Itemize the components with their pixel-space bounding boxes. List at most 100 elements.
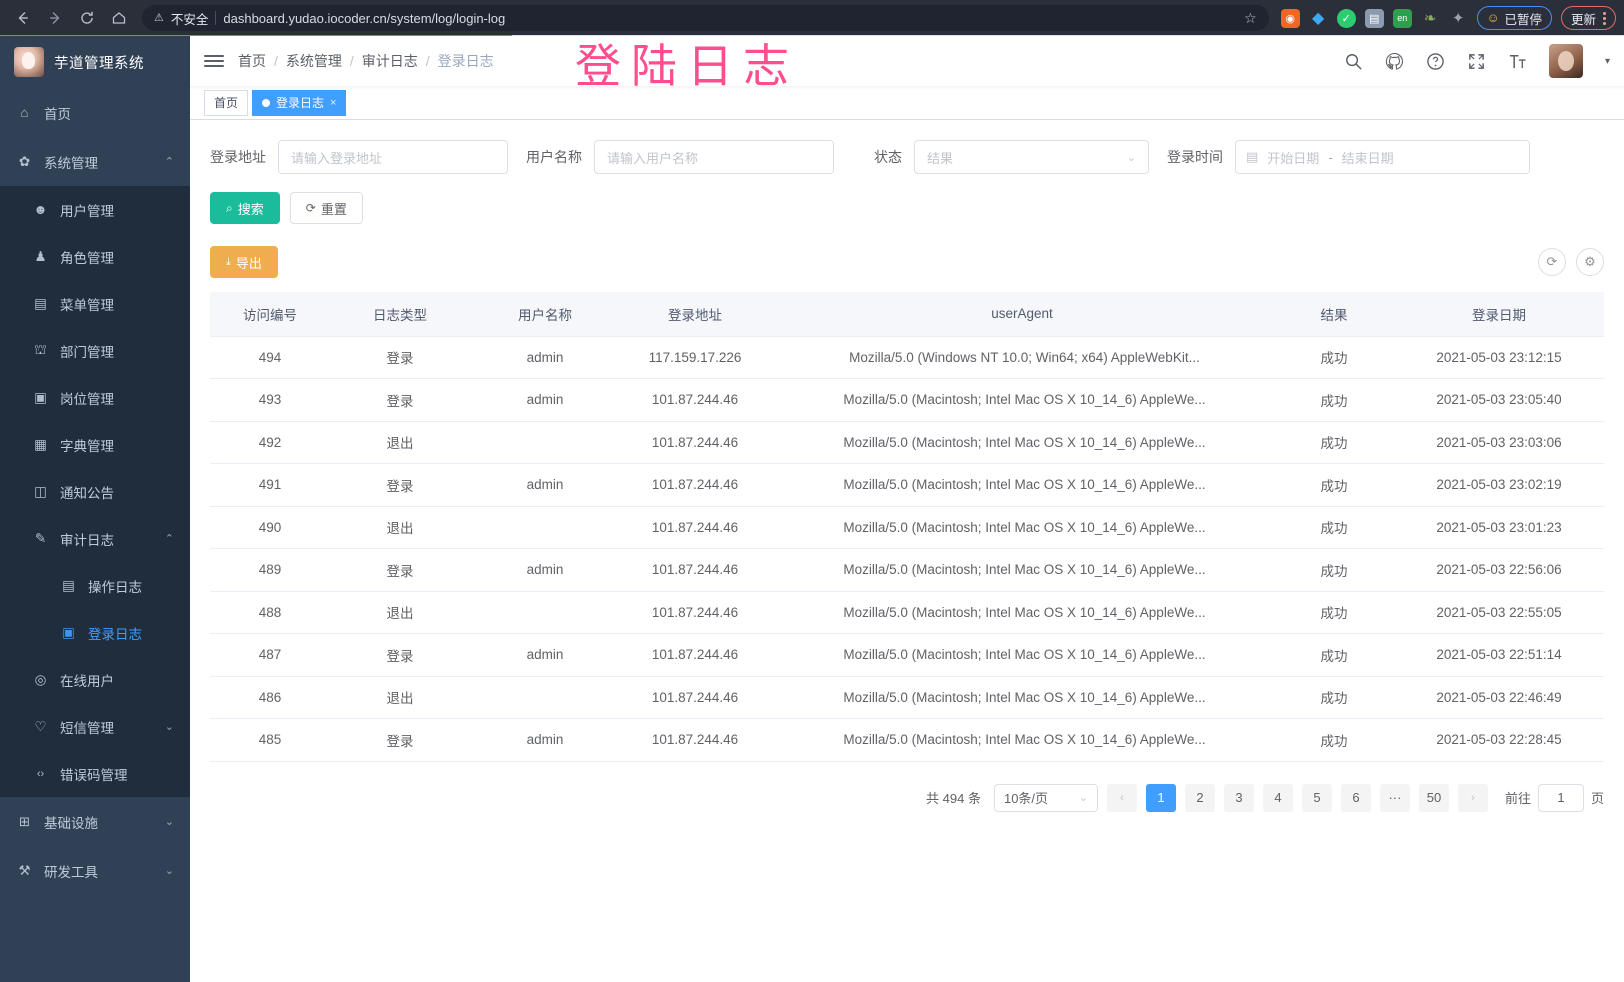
home-icon[interactable]	[104, 3, 134, 33]
sidebar-item-department-management[interactable]: ⛫ 部门管理	[0, 327, 190, 374]
breadcrumb-item-system[interactable]: 系统管理	[285, 53, 342, 69]
form-item-status: 状态 结果 ⌄	[874, 140, 1149, 174]
sidebar-item-operation-log[interactable]: ▤ 操作日志	[0, 562, 190, 609]
table-row[interactable]: 486 退出 101.87.244.46 Mozilla/5.0 (Macintosh…	[210, 676, 1604, 719]
extension-puzzle-icon[interactable]: ✦	[1451, 10, 1465, 27]
sidebar-item-user-management[interactable]: ☻ 用户管理	[0, 186, 190, 233]
table-row[interactable]: 488 退出 101.87.244.46 Mozilla/5.0 (Macintosh…	[210, 591, 1604, 634]
cell-id: 485	[210, 718, 330, 762]
sidebar-item-label: 错误码管理	[60, 767, 128, 783]
extension-green-check-icon[interactable]: ✓	[1336, 8, 1356, 28]
table-row[interactable]: 492 退出 101.87.244.46 Mozilla/5.0 (Macintosh…	[210, 421, 1604, 464]
sidebar-item-menu-management[interactable]: ▤ 菜单管理	[0, 280, 190, 327]
avatar[interactable]	[1548, 44, 1583, 78]
help-icon[interactable]	[1426, 52, 1445, 71]
export-button[interactable]: ⤓ 导出	[210, 246, 278, 278]
sidebar-item-infrastructure[interactable]: ⊞ 基础设施 ⌄	[0, 797, 190, 846]
jump-prefix-label: 前往	[1504, 791, 1531, 806]
breadcrumb-item-home[interactable]: 首页	[238, 53, 266, 69]
page-button-5[interactable]: 5	[1301, 783, 1332, 812]
sidebar-item-notice[interactable]: ◫ 通知公告	[0, 468, 190, 515]
login-address-input[interactable]: 请输入登录地址	[278, 140, 508, 174]
start-date-input[interactable]: 开始日期	[1267, 150, 1320, 166]
prev-page-button[interactable]: ‹	[1106, 783, 1137, 812]
table-row[interactable]: 494 登录 admin 117.159.17.226 Mozilla/5.0 (Win…	[210, 336, 1604, 379]
chevron-down-icon: ⌄	[164, 721, 174, 733]
page-button-50[interactable]: 50	[1418, 783, 1449, 812]
sidebar-item-error-code-management[interactable]: ‹› 错误码管理	[0, 750, 190, 797]
end-date-input[interactable]: 结束日期	[1341, 150, 1394, 166]
form-item-login-address: 登录地址 请输入登录地址	[210, 140, 508, 174]
extension-diamond-icon[interactable]: ◆	[1312, 10, 1325, 27]
browser-menu-icon[interactable]	[1603, 11, 1606, 25]
next-page-button[interactable]: ›	[1457, 783, 1488, 812]
github-icon[interactable]	[1385, 52, 1404, 71]
table-row[interactable]: 489 登录 admin 101.87.244.46 Mozilla/5.0 (Maci…	[210, 548, 1604, 592]
extension-translate-icon[interactable]: en	[1392, 8, 1412, 28]
back-arrow-icon[interactable]	[8, 3, 38, 33]
extension-blue-doc-icon[interactable]: ▤	[1364, 8, 1384, 28]
reset-button[interactable]: ⟳ 重置	[289, 192, 363, 224]
columns-settings-icon[interactable]: ⚙	[1576, 248, 1604, 276]
sidebar-item-dev-tools[interactable]: ⚒ 研发工具 ⌄	[0, 846, 190, 895]
refresh-circle-icon[interactable]: ⟳	[1538, 248, 1566, 276]
fullscreen-icon[interactable]	[1467, 52, 1486, 71]
page-button-1[interactable]: 1	[1145, 783, 1176, 812]
sidebar-item-online-users[interactable]: ◎ 在线用户	[0, 656, 190, 703]
reload-icon[interactable]	[72, 3, 102, 33]
hamburger-menu-icon[interactable]	[204, 55, 224, 67]
status-select[interactable]: 结果 ⌄	[914, 140, 1149, 174]
update-button[interactable]: 更新	[1560, 6, 1616, 30]
table-row[interactable]: 490 退出 101.87.244.46 Mozilla/5.0 (Macintosh…	[210, 506, 1604, 549]
sidebar-item-home[interactable]: ⌂ 首页	[0, 88, 190, 137]
table-row[interactable]: 487 登录 admin 101.87.244.46 Mozilla/5.0 (Maci…	[210, 633, 1604, 677]
paused-status-button[interactable]: ☺ 已暂停	[1476, 6, 1552, 30]
sidebar-logo[interactable]: 芋道管理系统	[0, 36, 190, 88]
page-button-2[interactable]: 2	[1184, 783, 1215, 812]
username-label: 用户名称	[526, 149, 582, 165]
table-row[interactable]: 485 登录 admin 101.87.244.46 Mozilla/5.0 (Maci…	[210, 718, 1604, 762]
cell-result: 成功	[1274, 463, 1394, 507]
sidebar-submenu-system: ☻ 用户管理 ♟ 角色管理 ▤ 菜单管理 ⛫ 部门管理 ▣ 岗位管理	[0, 186, 190, 797]
cell-result: 成功	[1274, 718, 1394, 762]
sidebar-item-dictionary-management[interactable]: ▦ 字典管理	[0, 421, 190, 468]
shield-message-icon: ♡	[34, 718, 47, 734]
sidebar-item-label: 首页	[44, 106, 71, 122]
page-ellipsis[interactable]: ···	[1379, 783, 1410, 812]
search-icon[interactable]	[1344, 52, 1363, 71]
sidebar-item-position-management[interactable]: ▣ 岗位管理	[0, 374, 190, 421]
cell-type: 登录	[330, 633, 470, 677]
tag-home[interactable]: 首页	[204, 89, 249, 116]
chevron-down-icon[interactable]: ▾	[1604, 55, 1610, 67]
sidebar-item-login-log[interactable]: ▣ 登录日志	[0, 609, 190, 656]
table-row[interactable]: 491 登录 admin 101.87.244.46 Mozilla/5.0 (Maci…	[210, 463, 1604, 507]
close-icon[interactable]: ×	[330, 96, 337, 109]
cell-date: 2021-05-03 23:03:06	[1394, 421, 1604, 464]
username-input[interactable]: 请输入用户名称	[594, 140, 834, 174]
table-row[interactable]: 493 登录 admin 101.87.244.46 Mozilla/5.0 (Maci…	[210, 378, 1604, 422]
sidebar-item-label: 在线用户	[60, 673, 114, 689]
extension-leaf-icon[interactable]: ❧	[1423, 10, 1437, 27]
cell-date: 2021-05-03 23:12:15	[1394, 336, 1604, 379]
bookmark-star-icon[interactable]: ☆	[1244, 9, 1257, 26]
sidebar-item-sms-management[interactable]: ♡ 短信管理 ⌄	[0, 703, 190, 750]
page-button-4[interactable]: 4	[1262, 783, 1293, 812]
extension-orange-icon[interactable]: ◉	[1280, 8, 1300, 28]
sidebar-item-role-management[interactable]: ♟ 角色管理	[0, 233, 190, 280]
sidebar-item-label: 基础设施	[44, 815, 98, 831]
font-size-icon[interactable]	[1508, 52, 1527, 71]
address-bar[interactable]: ⚠ 不安全 dashboard.yudao.iocoder.cn/system/…	[142, 5, 1269, 31]
sidebar-item-system-management[interactable]: ✿ 系统管理 ⌃	[0, 137, 190, 186]
house-icon: ⌂	[20, 105, 29, 120]
forward-arrow-icon[interactable]	[40, 3, 70, 33]
tag-login-log[interactable]: 登录日志 ×	[252, 89, 347, 116]
breadcrumb-item-audit-log[interactable]: 审计日志	[361, 53, 418, 69]
page-size-select[interactable]: 10条/页 ⌄	[993, 783, 1098, 812]
login-time-daterange[interactable]: ▤ 开始日期 - 结束日期	[1235, 140, 1530, 174]
sidebar-item-audit-log[interactable]: ✎ 审计日志 ⌃	[0, 515, 190, 562]
page-button-3[interactable]: 3	[1223, 783, 1254, 812]
search-button[interactable]: ⌕ 搜索	[210, 192, 280, 224]
jump-page-input[interactable]: 1	[1537, 783, 1584, 812]
page-button-6[interactable]: 6	[1340, 783, 1371, 812]
login-log-panel: 登录地址 请输入登录地址 用户名称 请输入用户名称 状态 结果 ⌄	[190, 120, 1624, 982]
